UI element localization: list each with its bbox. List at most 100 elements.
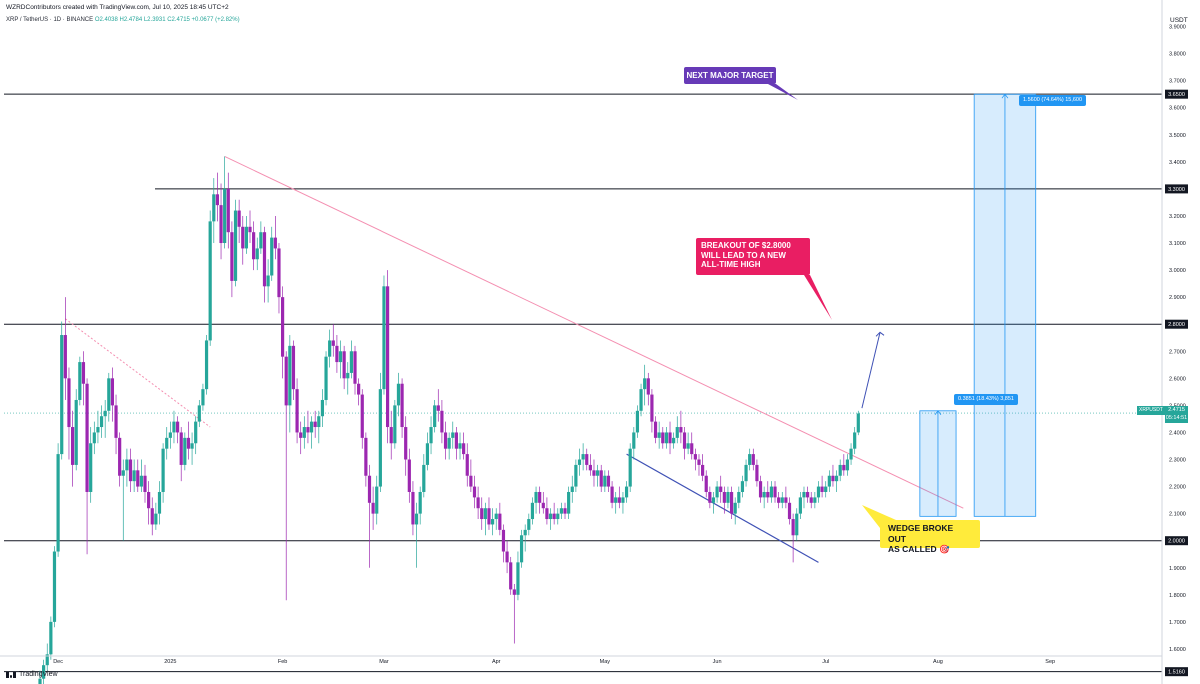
candle-body bbox=[194, 421, 198, 444]
next-target-callout[interactable]: NEXT MAJOR TARGET bbox=[684, 67, 776, 84]
candle-body bbox=[472, 486, 477, 498]
candle-body bbox=[668, 432, 672, 444]
candle-body bbox=[733, 502, 737, 514]
candle-body bbox=[802, 491, 806, 498]
candle-body bbox=[96, 427, 100, 433]
candle-body bbox=[60, 335, 64, 455]
axis-unit-label: USDT bbox=[1170, 17, 1188, 24]
measure-small-arrow-icon bbox=[934, 410, 942, 416]
candle-body bbox=[404, 427, 408, 460]
projection-arrow-head bbox=[875, 331, 885, 337]
price-tick-label: 1.6000 bbox=[1169, 647, 1186, 653]
candle-body bbox=[125, 459, 129, 471]
candle-body bbox=[346, 372, 350, 379]
candle-body bbox=[610, 486, 614, 503]
candle-body bbox=[824, 486, 828, 492]
candle-body bbox=[433, 405, 437, 428]
horizontal-levels: 3.6500 3.3000 2.8000 2.0000 1.5160 bbox=[4, 89, 1188, 677]
candle-body bbox=[411, 491, 415, 525]
candle-body bbox=[501, 529, 506, 552]
candle-body bbox=[67, 378, 71, 428]
candle-body bbox=[317, 416, 321, 428]
level-label-bg bbox=[1165, 667, 1188, 677]
candle-body bbox=[414, 513, 419, 525]
candle-body bbox=[650, 394, 654, 422]
candle-body bbox=[827, 475, 831, 487]
candle-body bbox=[335, 345, 339, 363]
candle-body bbox=[791, 519, 795, 536]
candle-body bbox=[42, 665, 46, 679]
candle-body bbox=[614, 497, 618, 503]
candle-body bbox=[150, 508, 154, 525]
candle-body bbox=[567, 491, 571, 514]
candle-body bbox=[773, 486, 777, 498]
candle-body bbox=[755, 464, 759, 482]
candle-body bbox=[273, 237, 277, 249]
candle-body bbox=[577, 459, 582, 465]
breakout-callout[interactable]: BREAKOUT OF $2.8000 WILL LEAD TO A NEW A… bbox=[696, 238, 810, 275]
candle-body bbox=[491, 519, 495, 525]
candle-body bbox=[758, 481, 763, 498]
candle-body bbox=[175, 421, 180, 433]
candle-body bbox=[664, 432, 668, 444]
candle-body bbox=[465, 454, 469, 476]
candle-body bbox=[596, 470, 600, 476]
candle-body bbox=[798, 497, 802, 514]
candle-body bbox=[179, 432, 183, 465]
candle-body bbox=[418, 491, 422, 514]
candle-body bbox=[110, 378, 115, 406]
candle-body bbox=[128, 459, 133, 482]
candle-body bbox=[722, 491, 726, 503]
candle-body bbox=[338, 351, 343, 363]
candle-body bbox=[353, 351, 357, 384]
candle-body bbox=[592, 470, 596, 476]
candle-body bbox=[675, 427, 679, 438]
candle-body bbox=[690, 443, 694, 455]
candle-body bbox=[476, 497, 480, 509]
candle-body bbox=[458, 443, 462, 449]
candle-body bbox=[252, 232, 256, 260]
candle-body bbox=[809, 497, 813, 503]
wedge-callout[interactable]: WEDGE BROKE OUT AS CALLED 🎯 bbox=[880, 520, 980, 554]
candle-body bbox=[834, 475, 839, 482]
candle-body bbox=[360, 394, 364, 438]
price-tick-label: 3.4000 bbox=[1169, 160, 1186, 166]
candle-body bbox=[288, 345, 292, 406]
candle-body bbox=[349, 351, 353, 373]
candle-body bbox=[45, 654, 49, 666]
candle-body bbox=[233, 210, 238, 281]
candle-body bbox=[856, 413, 860, 433]
tradingview-brand[interactable]: TradingView bbox=[6, 671, 58, 678]
candle-body bbox=[806, 491, 810, 498]
measure-small-label: 0.3851 (18.43%) 3,851 bbox=[954, 394, 1018, 405]
candle-body bbox=[320, 399, 325, 417]
candle-body bbox=[118, 437, 122, 476]
level-label-bg bbox=[1165, 536, 1188, 546]
level-label-bg bbox=[1165, 319, 1188, 329]
candle-body bbox=[204, 340, 209, 390]
month-tick-label: 2025 bbox=[164, 659, 176, 665]
candle-body bbox=[657, 432, 661, 438]
candle-body bbox=[766, 491, 770, 498]
price-tick-label: 3.9000 bbox=[1169, 25, 1186, 31]
candle-body bbox=[697, 459, 701, 465]
month-tick-label: Dec bbox=[53, 659, 63, 665]
candle-body bbox=[389, 427, 393, 444]
candle-body bbox=[114, 405, 118, 438]
candle-body bbox=[262, 232, 267, 287]
price-tick-label: 3.5000 bbox=[1169, 133, 1186, 139]
candle-body bbox=[70, 427, 75, 465]
candle-body bbox=[157, 491, 162, 514]
candle-body bbox=[291, 345, 296, 390]
candle-body bbox=[621, 497, 625, 503]
price-tick-label: 2.2000 bbox=[1169, 485, 1186, 491]
candle-body bbox=[639, 389, 643, 411]
candle-body bbox=[853, 432, 857, 449]
candle-body bbox=[208, 221, 212, 341]
candle-body bbox=[748, 454, 752, 465]
month-tick-label: Jun bbox=[713, 659, 722, 665]
candle-body bbox=[215, 194, 220, 206]
price-tick-label: 1.8000 bbox=[1169, 593, 1186, 599]
candle-body bbox=[393, 405, 397, 444]
